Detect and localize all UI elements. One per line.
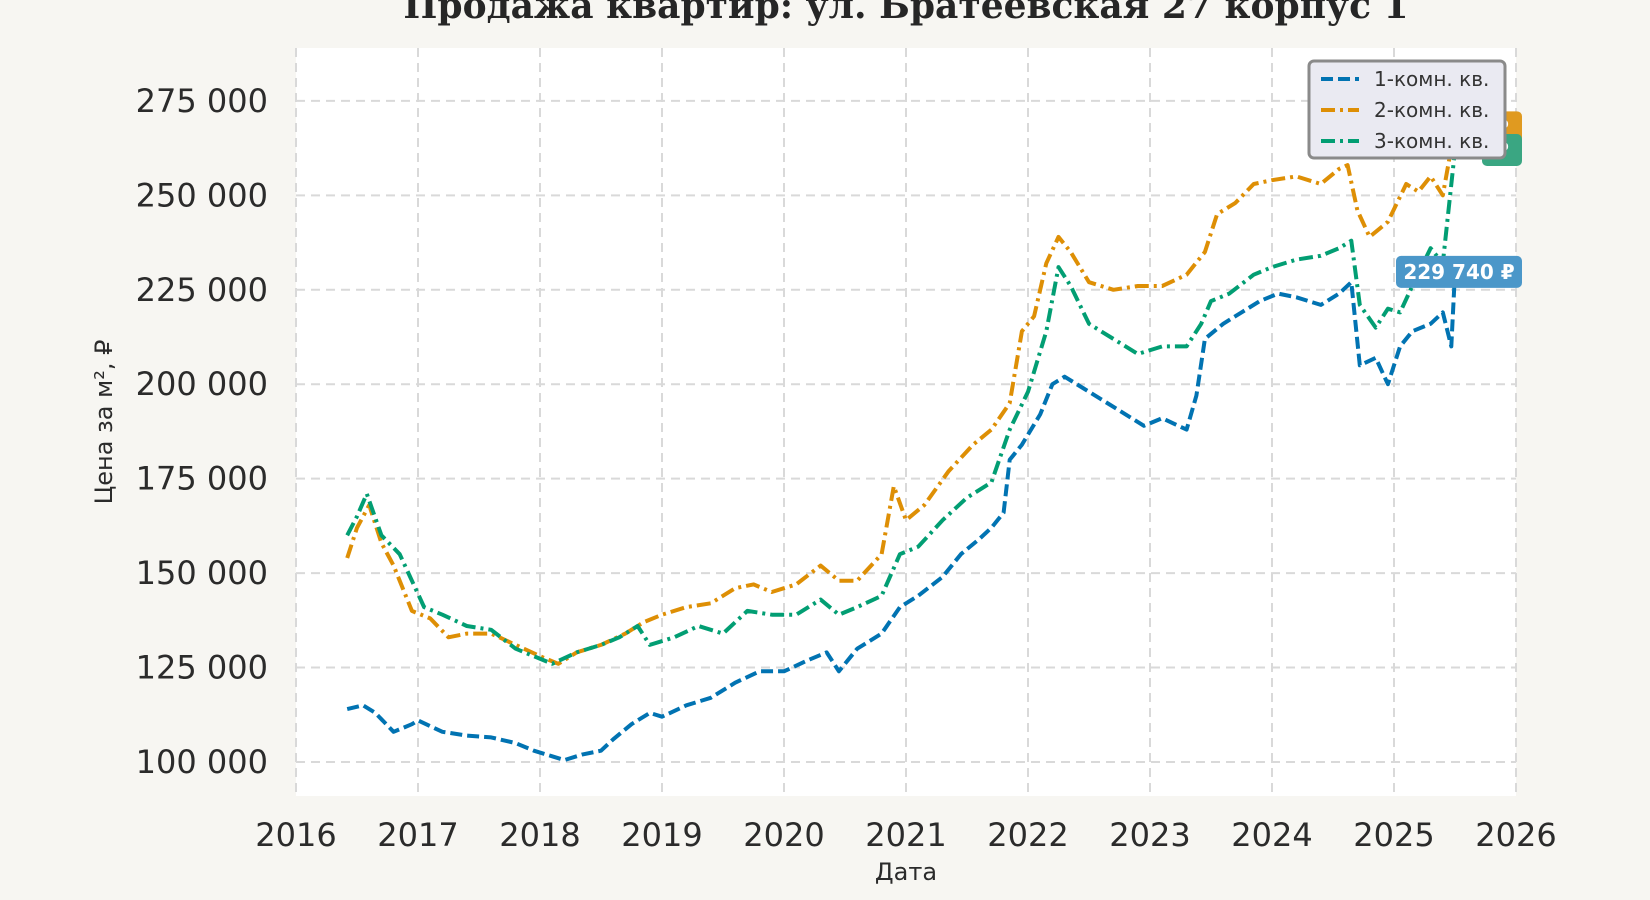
- x-tick-label: 2016: [255, 816, 336, 854]
- axis-ticks: 2016 2017 2018 2019 2020 2021 2022 2023 2024 2025…: [136, 82, 1557, 854]
- y-tick-label: 150 000: [136, 554, 268, 592]
- x-tick-label: 2019: [621, 816, 702, 854]
- x-tick-label: 2020: [743, 816, 824, 854]
- y-tick-label: 175 000: [136, 460, 268, 498]
- y-tick-label: 250 000: [136, 176, 268, 214]
- y-tick-label: 100 000: [136, 743, 268, 781]
- x-tick-label: 2024: [1231, 816, 1312, 854]
- x-tick-label: 2021: [865, 816, 946, 854]
- legend-box: [1307, 59, 1507, 160]
- legend-label: 1-комн. кв.: [1374, 67, 1489, 91]
- legend: 1-комн. кв. 2-комн. кв. 3-комн. кв.: [1307, 59, 1507, 160]
- chart-title: Продажа квартир: ул. Братеевская 27 корп…: [403, 0, 1408, 27]
- x-tick-label: 2018: [499, 816, 580, 854]
- x-tick-label: 2025: [1353, 816, 1434, 854]
- x-tick-label: 2023: [1109, 816, 1190, 854]
- series-line-2: [345, 126, 1457, 666]
- series-lines: [345, 126, 1457, 763]
- series-line-1: [346, 271, 1457, 763]
- value-callout-box: [1396, 255, 1522, 288]
- x-tick-label: 2017: [377, 816, 458, 854]
- x-tick-label: 2026: [1475, 816, 1556, 854]
- y-axis-title: Цена за м², ₽: [90, 340, 118, 505]
- grid: [295, 48, 1517, 796]
- legend-label: 3-комн. кв.: [1374, 129, 1489, 153]
- legend-label: 2-комн. кв.: [1374, 98, 1489, 122]
- value-callout-text: 229 740 ₽: [1403, 260, 1514, 284]
- series-line-3: [345, 149, 1457, 666]
- x-tick-label: 2022: [987, 816, 1068, 854]
- x-axis-title: Дата: [875, 858, 937, 886]
- y-tick-label: 225 000: [136, 271, 268, 309]
- y-tick-label: 125 000: [136, 649, 268, 687]
- y-tick-label: 275 000: [136, 82, 268, 120]
- y-tick-label: 200 000: [136, 365, 268, 403]
